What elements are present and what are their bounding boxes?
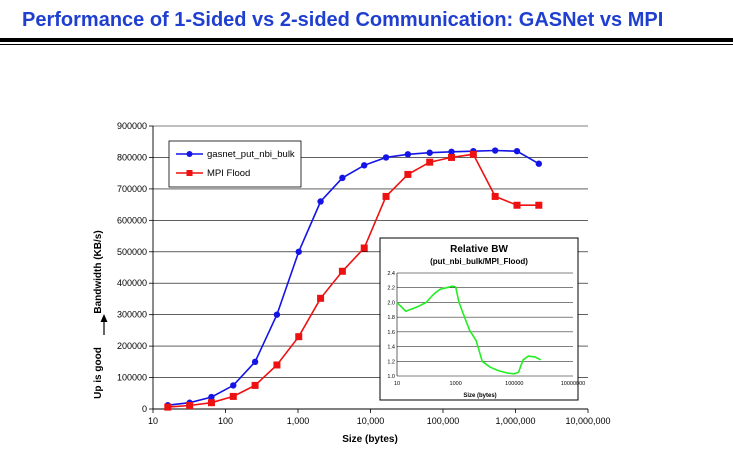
title-divider xyxy=(0,38,733,42)
data-point-mpi xyxy=(338,267,346,275)
inset-box xyxy=(379,237,579,401)
data-point-mpi xyxy=(317,294,325,302)
y-tick-label: 600000 xyxy=(117,215,147,225)
y-tick-label: 500000 xyxy=(117,247,147,257)
data-point-mpi xyxy=(207,399,215,407)
y-tick-label: 700000 xyxy=(117,184,147,194)
legend-mpi-marker xyxy=(186,170,193,176)
data-point-mpi xyxy=(382,192,390,200)
inset-chart: Relative BW (put_nbi_bulk/MPI_Flood) 1.0… xyxy=(379,237,585,401)
slide-title: Performance of 1-Sided vs 2-sided Commun… xyxy=(22,9,664,31)
y-tick-label: 200000 xyxy=(117,341,147,351)
legend-box xyxy=(168,140,302,188)
data-point-gasnet xyxy=(513,147,521,155)
data-point-mpi xyxy=(513,201,521,209)
data-point-gasnet xyxy=(404,151,412,158)
data-point-mpi xyxy=(251,381,259,389)
data-point-gasnet xyxy=(448,148,455,155)
data-point-mpi xyxy=(491,192,499,200)
y-tick-label: 900000 xyxy=(117,121,147,131)
series-line-gasnet xyxy=(167,149,540,406)
main-axes xyxy=(149,125,589,413)
legend: gasnet_put_nbi_bulk MPI Flood xyxy=(168,140,302,188)
data-point-mpi xyxy=(273,361,281,369)
inset-y-tick-label: 1.8 xyxy=(387,315,395,321)
inset-y-tick-label: 1.4 xyxy=(387,345,395,351)
data-point-gasnet xyxy=(208,393,215,401)
data-point-gasnet xyxy=(339,174,346,182)
y-tick-label: 300000 xyxy=(117,310,147,320)
data-point-mpi xyxy=(404,170,412,178)
y-tick-label: 0 xyxy=(142,404,147,414)
data-point-gasnet xyxy=(361,162,368,169)
series-line-mpi xyxy=(167,153,539,408)
data-point-mpi xyxy=(295,333,303,341)
data-point-mpi xyxy=(360,244,368,252)
inset-grid xyxy=(396,272,573,377)
legend-gasnet-marker xyxy=(186,151,193,157)
x-tick-label: 100 xyxy=(218,416,233,426)
x-tick-label: 100,000 xyxy=(427,416,460,426)
x-tick-label: 1,000,000 xyxy=(495,416,535,426)
y-tick-label: 800000 xyxy=(117,152,147,162)
legend-gasnet-label: gasnet_put_nbi_bulk xyxy=(207,149,295,160)
inset-y-tick-label: 1.0 xyxy=(387,374,395,380)
inset-y-tick-label: 1.2 xyxy=(387,359,395,365)
relative-bw-line xyxy=(396,285,542,375)
y-tick-label: 100000 xyxy=(117,373,147,383)
inset-x-tick-label: 100000 xyxy=(505,381,523,387)
data-point-mpi xyxy=(229,392,237,400)
data-point-gasnet xyxy=(295,248,302,255)
data-point-gasnet xyxy=(230,382,237,389)
main-tick-labels: 0 100000 200000 300000 400000 500000 600000 700… xyxy=(117,121,611,426)
main-series xyxy=(164,147,543,411)
inset-y-tick-label: 2.0 xyxy=(387,300,395,306)
data-point-mpi xyxy=(426,158,434,166)
y-axis-title: Bandwidth (KB/s) xyxy=(93,230,104,313)
inset-y-tick-label: 2.4 xyxy=(387,271,395,277)
title-divider-thin xyxy=(0,44,733,45)
inset-subtitle: (put_nbi_bulk/MPI_Flood) xyxy=(430,257,528,266)
data-point-gasnet xyxy=(382,154,390,161)
x-tick-label: 10,000,000 xyxy=(565,416,610,426)
inset-tick-labels: 1.0 1.2 1.4 1.6 1.8 2.0 2.2 2.4 10 1000 100000 1000… xyxy=(387,271,585,387)
data-point-gasnet xyxy=(251,358,259,366)
data-point-gasnet xyxy=(273,311,281,318)
inset-x-tick-label: 10000000 xyxy=(561,381,585,387)
data-point-gasnet xyxy=(535,160,543,167)
data-point-mpi xyxy=(535,201,543,209)
data-point-mpi xyxy=(448,153,456,161)
inset-title: Relative BW xyxy=(450,244,508,255)
inset-series xyxy=(396,285,542,375)
data-point-gasnet xyxy=(317,198,324,205)
inset-y-tick-label: 2.2 xyxy=(387,286,395,292)
y-tick-label: 400000 xyxy=(117,278,147,288)
inset-x-axis-title: Size (bytes) xyxy=(463,393,496,399)
legend-mpi-label: MPI Flood xyxy=(207,168,250,179)
data-point-mpi xyxy=(469,150,477,158)
x-axis-title: Size (bytes) xyxy=(342,434,398,445)
up-is-good-note: Up is good xyxy=(93,347,104,399)
data-point-mpi xyxy=(186,402,194,410)
data-point-gasnet xyxy=(491,147,499,154)
inset-x-tick-label: 1000 xyxy=(450,381,462,387)
x-tick-label: 1,000 xyxy=(287,416,310,426)
data-point-gasnet xyxy=(426,149,433,156)
x-tick-label: 10 xyxy=(148,416,158,426)
up-is-good-arrowhead xyxy=(100,314,108,322)
x-tick-label: 10,000 xyxy=(357,416,385,426)
data-point-mpi xyxy=(164,403,172,411)
inset-x-tick-label: 10 xyxy=(394,381,400,387)
inset-y-tick-label: 1.6 xyxy=(387,330,395,336)
